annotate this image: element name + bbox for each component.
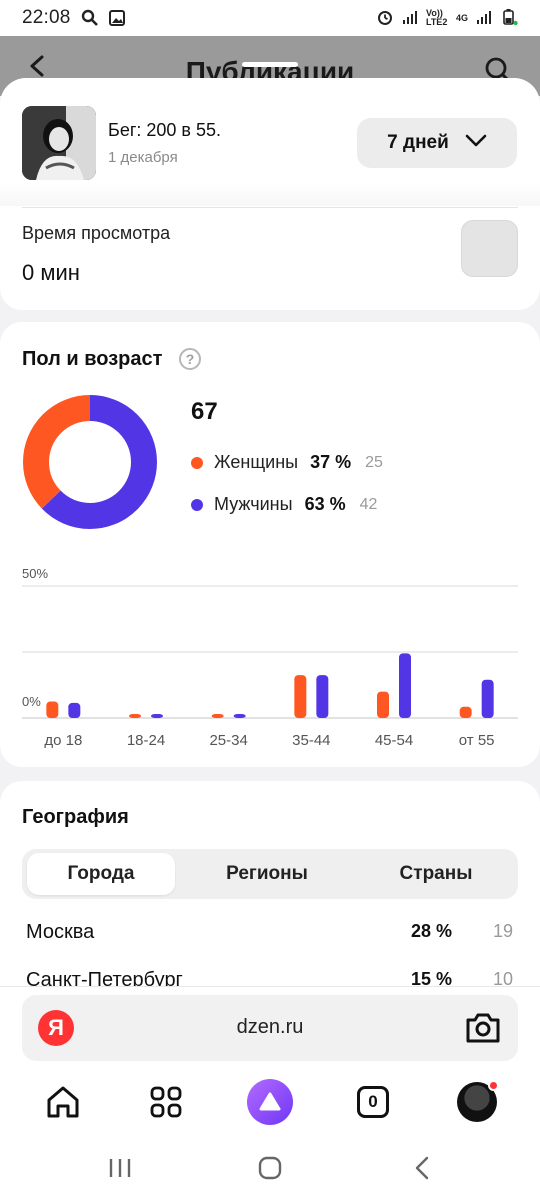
legend-women-percent: 37 % — [310, 452, 352, 472]
city-name: Москва — [26, 921, 95, 943]
post-title: Бег: 200 в 55. — [108, 120, 222, 140]
back-system-icon[interactable] — [412, 1156, 432, 1185]
geography-card: География Города Регионы Страны Москва 2… — [0, 781, 540, 988]
age-bar-chart: 0% 50% до 18 18-24 25-34 35-44 45-54 от 55 — [22, 566, 518, 749]
gender-donut-chart — [23, 395, 157, 529]
status-bar: 22:08 Vo)) LTE2 4G — [0, 0, 540, 36]
recent-apps-icon[interactable] — [108, 1157, 132, 1184]
home-system-icon[interactable] — [258, 1156, 282, 1185]
sheet-drag-handle[interactable] — [242, 62, 298, 67]
battery-icon — [500, 8, 518, 28]
bar-women — [377, 691, 389, 718]
legend-men-percent: 63 % — [304, 494, 346, 514]
post-thumbnail[interactable] — [22, 106, 96, 180]
x-tick-label: до 18 — [44, 732, 82, 749]
bar-women — [129, 714, 141, 718]
avatar — [457, 1080, 499, 1122]
city-name: Санкт-Петербург — [26, 969, 183, 988]
network-type: 4G — [455, 13, 468, 23]
yandex-logo[interactable]: Я — [38, 1010, 74, 1046]
audience-total: 67 — [191, 398, 218, 425]
city-percent: 15 % — [410, 969, 452, 988]
browser-nav: 0 — [0, 1075, 540, 1129]
profile-button[interactable] — [450, 1075, 504, 1129]
stats-sheet: Бег: 200 в 55. 1 декабря 7 дней Время пр… — [0, 78, 540, 988]
camera-search-icon[interactable] — [464, 1010, 502, 1051]
bar-women — [211, 714, 224, 718]
city-count: 19 — [492, 921, 513, 941]
city-percent: 28 % — [410, 921, 452, 941]
x-tick-label: от 55 — [459, 732, 495, 749]
tabs-button[interactable]: 0 — [346, 1075, 400, 1129]
women-color-dot — [191, 456, 203, 469]
bar-men — [481, 679, 494, 718]
bar-men — [233, 714, 246, 718]
tab-count: 0 — [357, 1086, 389, 1118]
home-icon[interactable] — [36, 1075, 90, 1129]
help-icon[interactable]: ? — [179, 348, 201, 370]
view-time-placeholder — [461, 220, 518, 277]
geography-title: География — [22, 806, 129, 828]
alarm-icon — [376, 8, 394, 28]
geography-tabs: Города Регионы Страны — [22, 849, 518, 899]
x-tick-label: 25-34 — [209, 732, 247, 749]
legend-men-label: Мужчины — [214, 494, 293, 514]
gallery-status-icon — [108, 10, 125, 26]
bar-men — [316, 675, 329, 718]
men-color-dot — [191, 498, 203, 511]
url-text[interactable]: dzen.ru — [236, 1016, 304, 1038]
city-row: Санкт-Петербург 15 % 10 — [26, 969, 516, 988]
period-dropdown[interactable]: 7 дней — [357, 118, 517, 168]
search-status-icon — [81, 9, 99, 27]
view-time-label: Время просмотра — [22, 223, 171, 243]
network-label: Vo)) LTE2 — [425, 8, 448, 27]
y-tick-label: 50% — [22, 566, 48, 581]
signal-icon-2 — [476, 9, 492, 27]
status-time: 22:08 — [22, 7, 71, 28]
legend-men-count: 42 — [359, 495, 378, 513]
legend-women: Женщины 37 % 25 — [191, 452, 383, 473]
bar-men — [399, 653, 411, 718]
x-tick-label: 35-44 — [292, 732, 330, 749]
demographics-title: Пол и возраст — [22, 348, 163, 370]
city-row: Москва 28 % 19 — [26, 921, 516, 944]
system-nav-bar — [0, 1147, 540, 1191]
bar-men — [151, 714, 163, 718]
chevron-down-icon — [465, 132, 487, 154]
header-fade — [0, 182, 540, 206]
browser-chrome: Я dzen.ru 0 — [0, 986, 540, 1200]
donut-segment-women — [23, 395, 157, 529]
tab-cities[interactable]: Города — [27, 853, 175, 895]
y-tick-label: 0% — [22, 694, 41, 709]
signal-icon — [402, 9, 418, 27]
tab-countries[interactable]: Страны — [399, 863, 473, 884]
status-right: Vo)) LTE2 4G — [376, 8, 518, 28]
bar-women — [294, 675, 307, 718]
city-count: 10 — [492, 969, 513, 988]
alice-assistant-icon[interactable] — [247, 1079, 293, 1125]
divider — [22, 207, 518, 208]
post-date: 1 декабря — [108, 149, 178, 166]
tab-regions[interactable]: Регионы — [226, 863, 308, 884]
x-tick-label: 45-54 — [375, 732, 413, 749]
chevron-left-icon[interactable] — [26, 54, 50, 83]
notification-badge — [488, 1080, 499, 1091]
demographics-card: Пол и возраст ? 67 Женщины 37 % 25 Мужчи… — [0, 322, 540, 767]
legend-men: Мужчины 63 % 42 — [191, 494, 377, 515]
legend-women-count: 25 — [365, 453, 383, 471]
view-time-value: 0 мин — [22, 260, 80, 285]
x-tick-label: 18-24 — [127, 732, 165, 749]
bar-men — [68, 702, 81, 718]
legend-women-label: Женщины — [214, 452, 299, 472]
address-bar[interactable]: Я dzen.ru — [22, 995, 518, 1061]
services-grid-icon[interactable] — [139, 1075, 193, 1129]
post-card: Бег: 200 в 55. 1 декабря 7 дней Время пр… — [0, 78, 540, 310]
bar-women — [459, 706, 472, 718]
period-label: 7 дней — [387, 132, 449, 153]
bar-women — [46, 701, 59, 718]
